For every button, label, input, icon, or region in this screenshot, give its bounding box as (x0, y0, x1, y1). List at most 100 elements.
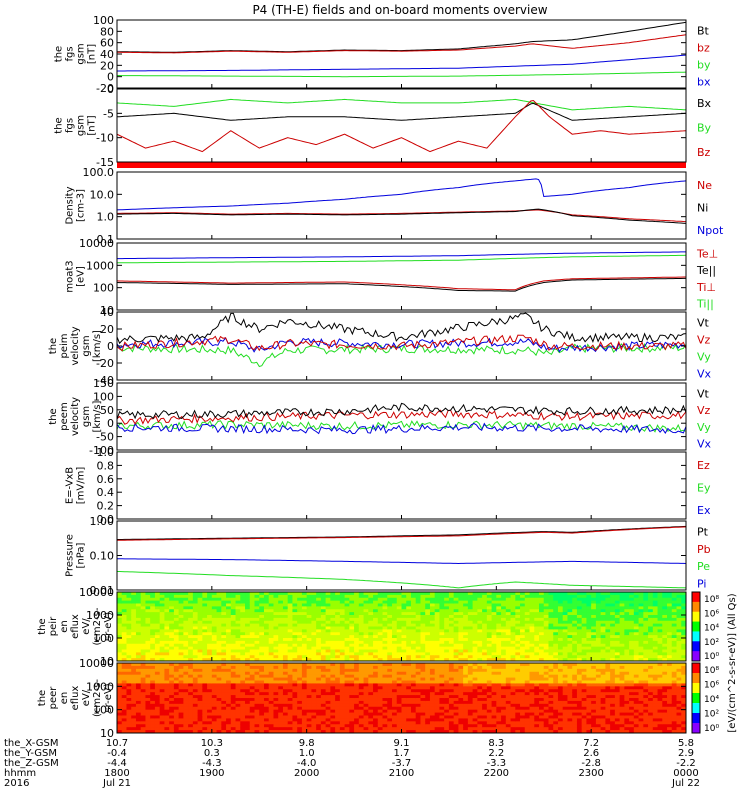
heatmap-cell (245, 643, 251, 648)
heatmap-cell (316, 594, 322, 599)
heatmap-cell (354, 652, 360, 656)
heatmap-cell (667, 615, 673, 619)
heatmap-cell (131, 686, 137, 690)
heatmap-cell (154, 689, 161, 693)
heatmap-cell (245, 730, 251, 734)
heatmap-cell (316, 606, 322, 610)
heatmap-cell (377, 677, 384, 681)
heatmap-cell (377, 643, 384, 648)
y-axis-label: E=-VxB (65, 467, 76, 504)
heatmap-cell (273, 600, 279, 605)
heatmap-cell (368, 680, 374, 684)
heatmap-cell (273, 689, 279, 693)
heatmap-cell (287, 609, 293, 613)
heatmap-cell (278, 649, 284, 653)
heatmap-cell (676, 609, 682, 613)
heatmap-cell (643, 635, 649, 639)
heatmap-cell (339, 715, 346, 719)
heatmap-cell (268, 703, 274, 708)
heatmap-cell (396, 635, 402, 639)
heatmap-cell (425, 671, 431, 676)
heatmap-cell (505, 612, 512, 616)
heatmap-cell (548, 635, 554, 639)
heatmap-cell (178, 718, 184, 722)
heatmap-cell (282, 692, 289, 696)
heatmap-cell (662, 592, 668, 596)
heatmap-cell (126, 597, 132, 602)
heatmap-cell (463, 700, 469, 705)
heatmap-cell (368, 668, 374, 673)
heatmap-cell (363, 640, 369, 645)
heatmap-cell (263, 663, 270, 667)
heatmap-cell (335, 668, 341, 673)
heatmap-cell (638, 658, 644, 662)
heatmap-cell (230, 718, 237, 722)
heatmap-cell (226, 643, 232, 648)
heatmap-cell (354, 700, 360, 705)
heatmap-cell (638, 594, 644, 599)
heatmap-cell (320, 718, 327, 722)
heatmap-cell (439, 635, 445, 639)
heatmap-cell (373, 706, 379, 711)
heatmap-cell (164, 686, 170, 690)
heatmap-cell (292, 715, 298, 719)
heatmap-cell (140, 606, 146, 610)
heatmap-cell (240, 606, 246, 610)
heatmap-cell (396, 668, 402, 673)
heatmap-cell (335, 626, 341, 630)
heatmap-cell (131, 668, 137, 673)
heatmap-cell (117, 665, 123, 670)
heatmap-cell (154, 658, 161, 662)
heatmap-cell (330, 646, 336, 651)
heatmap-cell (543, 652, 549, 656)
heatmap-cell (249, 689, 256, 693)
heatmap-cell (387, 677, 393, 681)
heatmap-cell (624, 603, 630, 607)
heatmap-cell (339, 620, 346, 625)
heatmap-cell (614, 638, 621, 642)
heatmap-cell (643, 626, 649, 630)
heatmap-cell (510, 626, 516, 630)
heatmap-cell (576, 600, 583, 605)
heatmap-cell (226, 658, 232, 662)
heatmap-cell (287, 718, 293, 722)
heatmap-cell (643, 655, 649, 659)
heatmap-cell (657, 629, 663, 633)
y-axis-label: Pressure (65, 534, 76, 577)
heatmap-cell (520, 649, 526, 653)
heatmap-cell (482, 615, 488, 619)
heatmap-cell (311, 632, 317, 636)
heatmap-cell (529, 640, 535, 645)
heatmap-cell (543, 594, 549, 599)
heatmap-cell (169, 706, 175, 711)
heatmap-cell (496, 629, 502, 633)
heatmap-cell (221, 680, 227, 684)
heatmap-cell (169, 649, 175, 653)
heatmap-cell (501, 626, 507, 630)
heatmap-cell (515, 638, 521, 642)
heatmap-cell (614, 609, 621, 613)
heatmap-cell (117, 718, 123, 722)
heatmap-cell (392, 592, 398, 596)
heatmap-cell (382, 709, 388, 714)
heatmap-cell (306, 715, 312, 719)
series-line (116, 526, 687, 541)
heatmap-cell (297, 626, 303, 630)
y-tick-label: 100.0 (83, 166, 115, 179)
heatmap-cell (164, 724, 170, 728)
heatmap-cell (344, 609, 350, 613)
heatmap-cell (282, 626, 289, 630)
heatmap-cell (529, 649, 535, 653)
heatmap-cell (434, 609, 440, 613)
heatmap-cell (278, 698, 284, 702)
heatmap-cell (192, 703, 199, 708)
heatmap-cell (354, 615, 360, 619)
heatmap-cell (282, 643, 289, 648)
heatmap-cell (572, 629, 578, 633)
heatmap-cell (135, 597, 142, 602)
heatmap-cell (354, 600, 360, 605)
heatmap-cell (358, 615, 365, 619)
heatmap-cell (145, 706, 151, 711)
heatmap-cell (515, 620, 521, 625)
